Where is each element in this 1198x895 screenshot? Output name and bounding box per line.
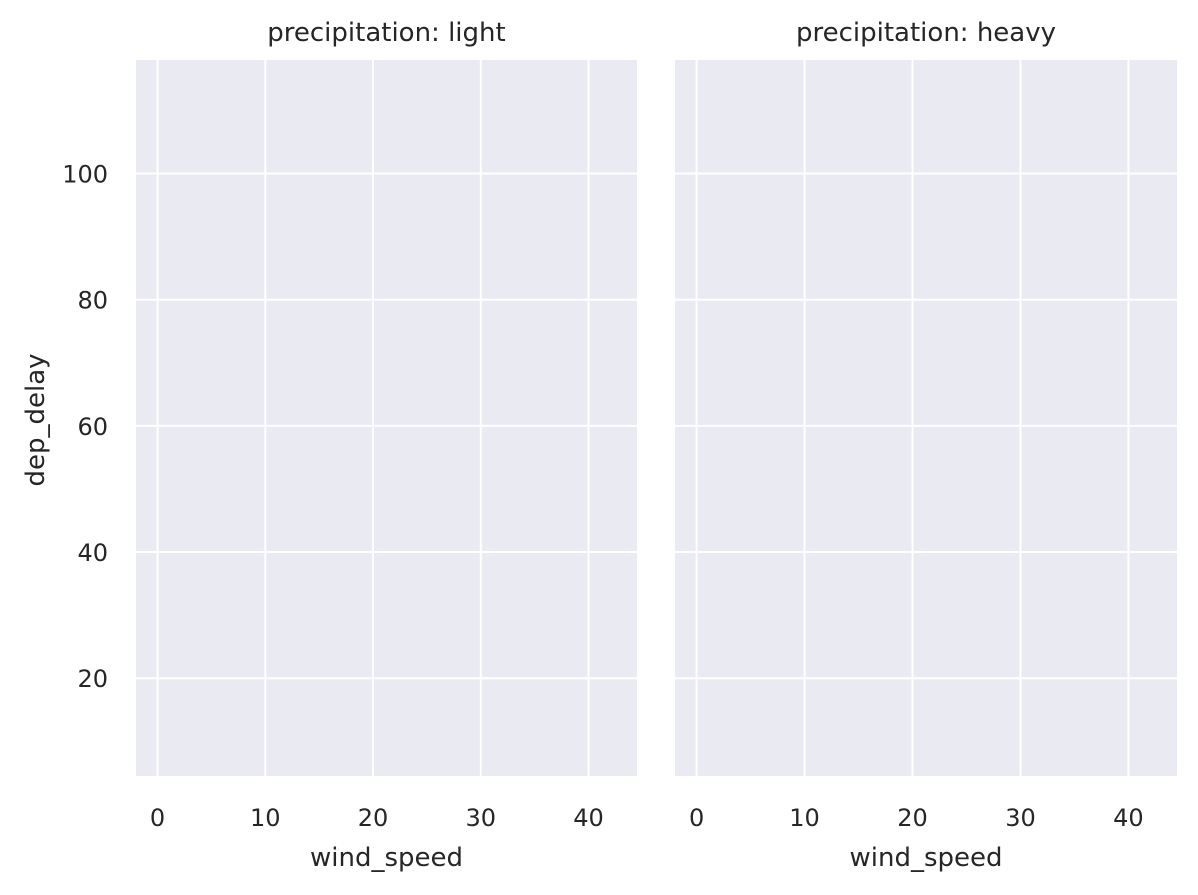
x-axis-label: wind_speed [849, 843, 1002, 873]
y-tick-label: 100 [62, 161, 108, 189]
plot-background [136, 60, 637, 776]
x-tick-label: 40 [1113, 804, 1144, 832]
x-tick-label: 10 [250, 804, 281, 832]
y-tick-label: 20 [77, 665, 108, 693]
x-tick-label: 0 [689, 804, 704, 832]
x-tick-label: 20 [897, 804, 928, 832]
x-tick-label: 40 [573, 804, 604, 832]
y-axis-label: dep_delay [21, 353, 51, 486]
x-tick-label: 0 [150, 804, 165, 832]
facet-title: precipitation: heavy [796, 18, 1056, 48]
x-axis-label: wind_speed [310, 843, 463, 873]
plot-background [675, 60, 1177, 776]
x-tick-label: 10 [789, 804, 820, 832]
x-tick-label: 30 [1005, 804, 1036, 832]
facet-title: precipitation: light [267, 18, 505, 48]
y-tick-label: 60 [77, 413, 108, 441]
x-tick-label: 20 [358, 804, 389, 832]
x-tick-label: 30 [466, 804, 497, 832]
facet-panel-1: precipitation: heavy 0 10 20 30 40 wind_speed [675, 18, 1177, 873]
facet-panel-0: precipitation: light 0 10 20 30 40 wind_speed 2… [62, 18, 637, 873]
y-tick-label: 80 [77, 287, 108, 315]
y-tick-label: 40 [77, 539, 108, 567]
